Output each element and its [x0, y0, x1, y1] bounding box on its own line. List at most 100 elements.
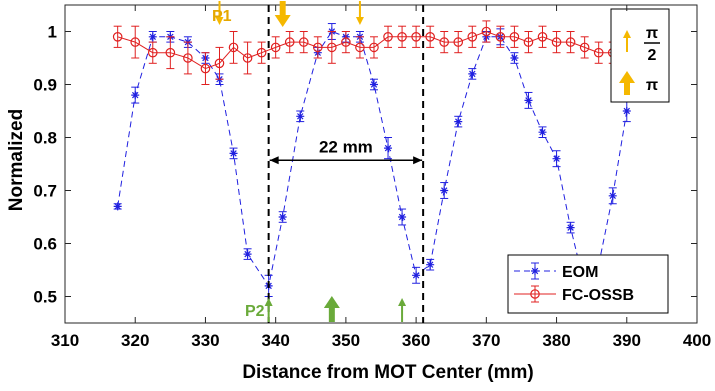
y-tick-label: 0.5: [33, 288, 57, 307]
data-point: [538, 128, 547, 137]
data-point: [440, 186, 449, 195]
data-point: [566, 223, 575, 232]
pi-label: π: [646, 77, 658, 94]
data-point: [523, 37, 534, 47]
x-tick-label: 340: [261, 331, 289, 350]
x-tick-label: 380: [542, 331, 570, 350]
y-axis-label: Normalized: [6, 109, 27, 211]
data-point: [327, 42, 337, 53]
data-point: [551, 37, 562, 47]
pi-half-arrow-head: [623, 30, 631, 38]
data-point: [165, 47, 176, 58]
top-arrow-head: [355, 17, 364, 25]
legend-item: FC-OSSB: [514, 285, 634, 304]
x-tick-label: 320: [121, 331, 149, 350]
data-point: [228, 42, 239, 53]
data-point: [369, 80, 378, 89]
data-point: [270, 42, 281, 53]
data-point: [284, 37, 295, 47]
data-point: [200, 63, 211, 74]
arrow-legend: π 2 π: [610, 8, 670, 103]
data-point: [439, 37, 449, 47]
series-line: [117, 30, 628, 288]
y-tick-label: 1: [48, 23, 57, 42]
data-point: [384, 144, 393, 153]
span-arrowhead-right: [413, 156, 423, 165]
top-arrow: [274, 1, 291, 27]
x-tick-label: 370: [472, 331, 500, 350]
data-point: [147, 47, 158, 58]
arrow-legend-box: [610, 8, 670, 103]
data-point: [278, 213, 287, 221]
data-point: [608, 191, 617, 200]
legend-marker: [530, 289, 540, 299]
data-point: [312, 42, 323, 53]
pi-arrow: [619, 71, 635, 95]
series-fc-ossb: [112, 20, 618, 85]
data-point: [298, 37, 309, 47]
data-point: [397, 31, 407, 42]
data-point: [453, 37, 464, 47]
p1-label: P1: [212, 8, 232, 25]
data-point: [593, 47, 604, 58]
x-axis-label: Distance from MOT Center (mm): [242, 362, 533, 383]
data-point: [481, 26, 492, 37]
plot-area: 22 mm P1 P2 π 2 π EOM FC-OSSB: [64, 1, 698, 324]
data-point: [495, 31, 506, 42]
bottom-arrow-head: [398, 298, 407, 306]
data-point: [214, 58, 225, 69]
top-arrow-head: [215, 17, 224, 25]
data-point: [579, 42, 590, 53]
data-point: [426, 260, 435, 269]
x-axis-ticks: 310 320 330 340 350 360 370 380 390 400: [51, 5, 711, 350]
data-point: [425, 31, 435, 42]
x-tick-label: 330: [191, 331, 219, 350]
data-point: [552, 154, 561, 163]
data-point: [411, 31, 421, 42]
x-tick-label: 310: [51, 331, 79, 350]
x-tick-label: 390: [613, 331, 641, 350]
y-tick-label: 0.8: [33, 129, 57, 148]
data-point: [398, 213, 407, 221]
y-tick-label: 0.6: [33, 235, 57, 254]
data-point: [369, 42, 379, 53]
y-axis-ticks: 0.5 0.6 0.7 0.8 0.9 1: [33, 23, 697, 307]
data-point: [510, 54, 519, 62]
pi-half-numerator: π: [646, 25, 658, 42]
axes-box: [64, 4, 698, 324]
data-point: [524, 96, 533, 105]
p2-label: P2: [245, 303, 265, 320]
data-point: [468, 69, 477, 78]
data-point: [454, 117, 463, 126]
bottom-arrow: [323, 296, 340, 322]
data-point: [256, 47, 267, 58]
data-point: [341, 37, 351, 47]
legend-label: FC-OSSB: [562, 287, 634, 304]
legend-item: EOM: [514, 262, 598, 281]
data-point: [113, 202, 122, 211]
legend-marker: [531, 267, 539, 275]
pi-half-denominator: 2: [648, 47, 657, 64]
data-point: [183, 53, 193, 63]
x-tick-label: 350: [332, 331, 360, 350]
legend-label: EOM: [562, 264, 598, 281]
data-point: [130, 37, 141, 47]
x-tick-label: 360: [402, 331, 430, 350]
data-point: [537, 31, 548, 42]
y-tick-label: 0.7: [33, 182, 57, 201]
series-legend: EOM FC-OSSB: [507, 254, 669, 314]
data-point: [565, 37, 576, 47]
data-point: [243, 250, 252, 259]
span-label: 22 mm: [319, 137, 373, 156]
data-point: [467, 31, 478, 42]
data-point: [112, 31, 123, 42]
data-point: [509, 31, 520, 42]
data-point: [148, 32, 157, 41]
y-tick-label: 0.9: [33, 76, 57, 95]
data-point: [296, 112, 305, 121]
x-tick-label: 400: [683, 331, 711, 350]
data-point: [242, 53, 253, 63]
bottom-arrow-head: [264, 298, 273, 306]
data-point: [355, 42, 365, 53]
